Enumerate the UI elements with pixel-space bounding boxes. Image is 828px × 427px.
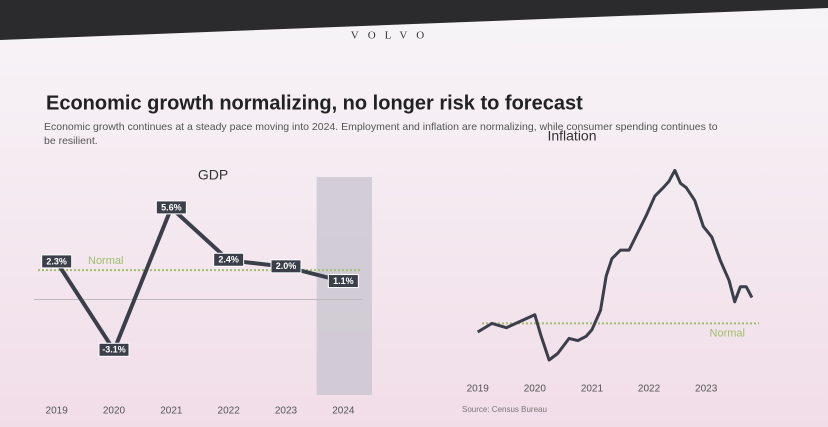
value-label: 2.3% (46, 256, 67, 266)
value-label: -3.1% (102, 345, 126, 355)
value-label-box (327, 274, 359, 289)
chart-title: Inflation (547, 128, 596, 144)
reference-label: Normal (710, 327, 745, 339)
x-tick-label: 2020 (524, 384, 547, 395)
x-tick-label: 2024 (332, 406, 355, 417)
value-label-box (98, 342, 130, 357)
series-line (476, 168, 754, 362)
x-tick-label: 2022 (218, 406, 241, 417)
x-tick-label: 2019 (467, 384, 490, 395)
x-tick-label: 2019 (46, 406, 69, 417)
value-label-box (213, 252, 245, 267)
slide-title: Economic growth normalizing, no longer r… (46, 92, 583, 114)
chart-title: GDP (198, 167, 228, 183)
subtitle-box: Economic growth continues at a steady pa… (44, 121, 718, 147)
x-tick-label: 2022 (638, 384, 661, 395)
value-label: 5.6% (161, 202, 182, 212)
screen-edge (0, 0, 828, 40)
x-tick-label: 2023 (275, 406, 298, 417)
source-note: Source: Census Bureau (462, 405, 547, 414)
value-label: 1.1% (333, 276, 354, 286)
reference-label: Normal (88, 255, 123, 267)
value-label: 2.4% (218, 255, 239, 265)
value-label-box (270, 259, 302, 274)
value-label: 2.0% (276, 261, 297, 271)
x-tick-label: 2023 (695, 384, 718, 395)
value-label-box (155, 200, 187, 215)
value-label-box (41, 254, 73, 269)
brand: VOLVO (351, 30, 434, 42)
subtitle: Economic growth continues at a steady pa… (44, 121, 718, 147)
x-tick-label: 2020 (103, 406, 126, 417)
x-tick-label: 2021 (160, 406, 183, 417)
x-tick-label: 2021 (581, 384, 604, 395)
